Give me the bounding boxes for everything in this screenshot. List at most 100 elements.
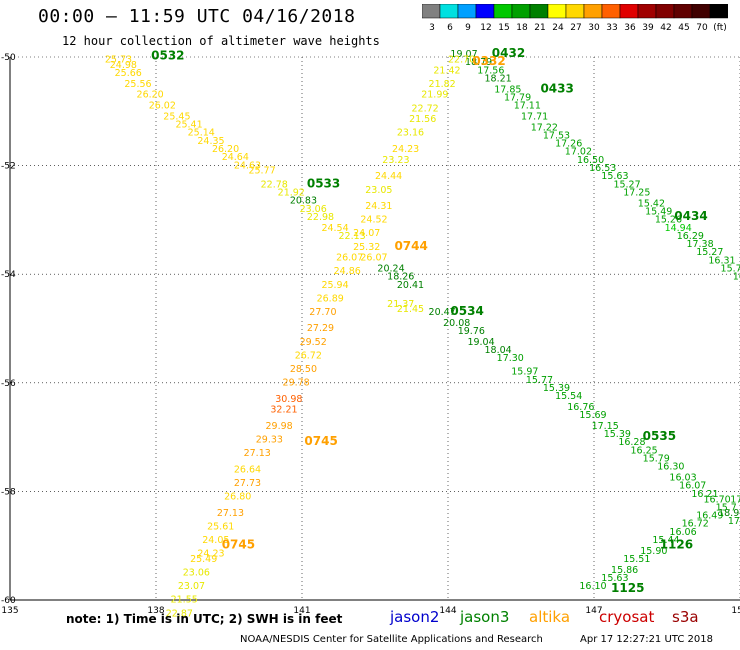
wave-height-point: 15.97 [511,367,538,378]
wave-height-point: 24.23 [392,144,419,155]
wave-height-point: 21.99 [421,90,448,101]
y-tick-label: -58 [1,487,16,497]
wave-height-point: 15.39 [604,429,631,440]
wave-height-point: 26.07 [360,253,387,264]
wave-height-point: 23.05 [365,185,392,196]
wave-height-point: 15.39 [543,383,570,394]
wave-height-point: 15.63 [601,573,628,584]
wave-height-point: 17.02 [565,147,592,158]
wave-height-point: 15.7 [716,502,737,513]
wave-height-point: 18.79 [465,57,492,68]
wave-height-point: 16.30 [657,462,684,473]
wave-height-point: 17.85 [494,84,521,95]
pass-label: 0434 [674,209,707,223]
wave-height-point: 26.89 [317,293,344,304]
colorbar-label: 33 [606,23,617,33]
wave-height-point: 22.72 [412,103,439,114]
wave-height-point: 26.20 [137,90,164,101]
colorbar-label: (ft) [713,23,727,33]
wave-height-point: 29.52 [300,337,327,348]
wave-height-point: 17 [730,494,740,505]
wave-height-point: 24.54 [321,223,348,234]
wave-height-point: 24.05 [202,535,229,546]
wave-height-point: 26.64 [234,464,261,475]
wave-height-point: 20.41 [397,280,424,291]
wave-height-point: 17.53 [543,130,570,141]
colorbar-label: 6 [447,23,453,33]
wave-height-point: 15.79 [643,454,670,465]
colorbar-label: 30 [588,23,600,33]
pass-label: 0332 [472,54,505,68]
wave-height-point: 16.03 [669,473,696,484]
wave-height-point: 16.53 [589,163,616,174]
pass-label: 0745 [222,537,255,551]
pass-label: 0532 [151,49,184,63]
wave-height-point: 15.51 [623,554,650,565]
wave-height-point: 18.21 [485,73,512,84]
wave-height-point: 15.49 [645,206,672,217]
wave-height-point: 21.82 [429,79,456,90]
wave-height-point: 25.94 [321,280,348,291]
wave-height-point: 21.45 [397,304,424,315]
wave-height-point: 26.02 [149,101,176,112]
wave-height-point: 19.07 [450,49,477,60]
pass-label: 0744 [394,239,427,253]
wave-height-point: 27.73 [234,478,261,489]
colorbar-label: 42 [660,23,671,33]
wave-height-point: 19.76 [458,326,485,337]
pass-label: 0534 [450,304,483,318]
pass-label: 0745 [304,434,337,448]
wave-height-point: 16 [733,272,740,283]
pass-label: 0533 [307,176,340,190]
wave-height-point: 17.38 [686,239,713,250]
wave-height-point: 16.70 [704,494,731,505]
wave-height-point: 19.04 [467,337,494,348]
y-tick-label: -60 [1,596,16,606]
wave-height-point: 15.63 [601,171,628,182]
y-tick-label: -52 [1,162,16,172]
wave-height-point: 24.98 [110,60,137,71]
wave-height-point: 25.61 [207,521,234,532]
wave-height-point: 27.70 [309,307,336,318]
wave-height-point: 29.98 [266,421,293,432]
wave-height-point: 25.77 [248,166,275,177]
wave-height-point: 16.31 [708,255,735,266]
wave-height-point: 26.20 [212,144,239,155]
wave-height-point: 18.90 [718,508,740,519]
wave-height-point: 24.44 [375,171,402,182]
wave-height-point: 24.31 [365,201,392,212]
wave-height-point: 25.45 [163,111,190,122]
wave-height-point: 16.10 [579,581,606,592]
wave-height-point: 24.63 [234,160,261,171]
legend-cryosat: cryosat [599,608,655,626]
wave-height-point: 16.76 [567,402,594,413]
wave-height-point: 15.54 [555,391,582,402]
wave-height-point: 18.04 [485,345,512,356]
page-title: 00:00 – 11:59 UTC 04/16/2018 [38,6,356,27]
wave-height-point: 15.77 [526,375,553,386]
wave-height-point: 29.78 [283,378,310,389]
colorbar-label: 3 [429,23,435,33]
wave-height-point: 16.29 [677,231,704,242]
pass-label: 1125 [611,581,644,595]
colorbar-label: 18 [516,23,528,33]
wave-height-point: 27.29 [307,323,334,334]
wave-height-point: 25.49 [190,554,217,565]
wave-height-point: 15.44 [652,535,679,546]
wave-height-point: 16.06 [669,527,696,538]
wave-height-point: 17.22 [531,122,558,133]
wave-height-point: 27.13 [244,448,271,459]
legend-s3a: s3a [672,608,699,626]
footer-credit: NOAA/NESDIS Center for Satellite Applica… [240,634,543,645]
wave-height-point: 26.80 [224,492,251,503]
page-subtitle: 12 hour collection of altimeter wave hei… [62,34,380,48]
wave-height-point: 23.06 [183,568,210,579]
x-tick-label: 144 [439,606,456,616]
wave-height-point: 20.83 [290,196,317,207]
wave-height-point: 16.21 [691,489,718,500]
wave-height-point: 17.71 [521,111,548,122]
wave-height-point: 32.21 [270,405,297,416]
wave-height-point: 16.50 [577,155,604,166]
wave-height-point: 23.23 [382,155,409,166]
